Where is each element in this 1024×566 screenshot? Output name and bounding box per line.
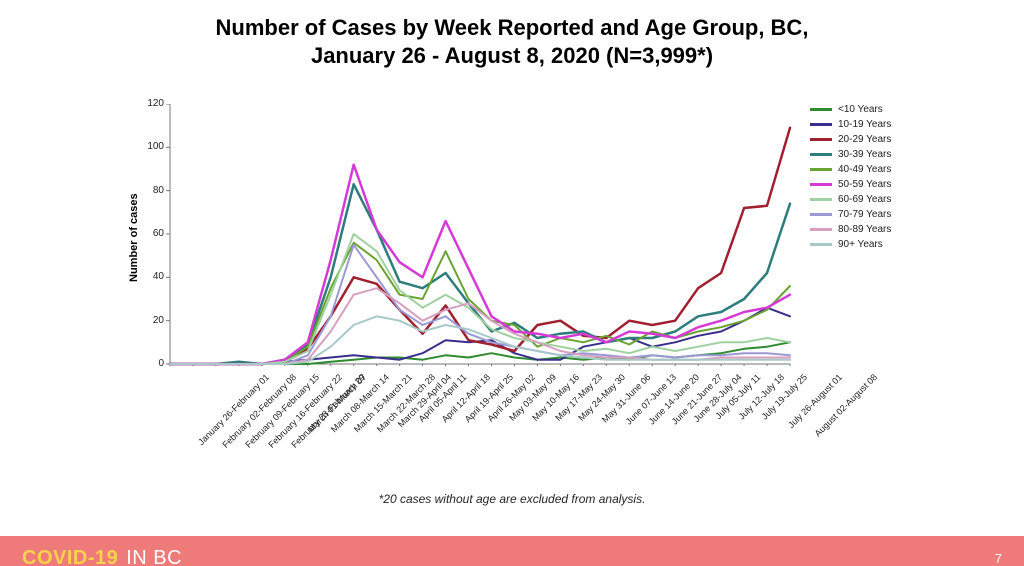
legend-swatch (810, 183, 832, 186)
legend-item: 40-49 Years (810, 164, 891, 175)
legend-swatch (810, 138, 832, 141)
legend-swatch (810, 243, 832, 246)
legend-label: 10-19 Years (838, 119, 891, 130)
legend-swatch (810, 108, 832, 111)
legend-swatch (810, 168, 832, 171)
legend-item: 70-79 Years (810, 209, 891, 220)
legend-label: 20-29 Years (838, 134, 891, 145)
y-tick-label: 0 (136, 358, 164, 369)
legend-swatch (810, 213, 832, 216)
legend-item: 80-89 Years (810, 224, 891, 235)
legend-item: 10-19 Years (810, 119, 891, 130)
y-tick-label: 20 (136, 315, 164, 326)
chart-area: <10 Years 10-19 Years 20-29 Years 30-39 Yea… (110, 104, 910, 484)
legend-label: 40-49 Years (838, 164, 891, 175)
legend-item: 60-69 Years (810, 194, 891, 205)
chart-title-line-1: Number of Cases by Week Reported and Age… (0, 14, 1024, 42)
legend-item: 90+ Years (810, 239, 891, 250)
legend-item: <10 Years (810, 104, 891, 115)
y-tick-label: 60 (136, 228, 164, 239)
footer-brand-covid19: COVID-19 (22, 547, 118, 566)
line-chart-svg (110, 104, 792, 366)
legend-item: 30-39 Years (810, 149, 891, 160)
footnote: *20 cases without age are excluded from … (0, 492, 1024, 506)
chart-title-line-2: January 26 - August 8, 2020 (N=3,999*) (0, 42, 1024, 70)
legend-label: 90+ Years (838, 239, 883, 250)
legend-label: 70-79 Years (838, 209, 891, 220)
legend-swatch (810, 228, 832, 231)
legend-swatch (810, 123, 832, 126)
legend-swatch (810, 198, 832, 201)
legend-label: 50-59 Years (838, 179, 891, 190)
y-tick-label: 80 (136, 185, 164, 196)
legend-label: <10 Years (838, 104, 883, 115)
legend: <10 Years 10-19 Years 20-29 Years 30-39 Yea… (810, 104, 891, 254)
footer-brand-inbc: IN BC (126, 547, 182, 566)
y-tick-label: 100 (136, 141, 164, 152)
legend-label: 60-69 Years (838, 194, 891, 205)
legend-label: 30-39 Years (838, 149, 891, 160)
legend-item: 20-29 Years (810, 134, 891, 145)
y-tick-label: 120 (136, 98, 164, 109)
x-tick-label: August 02-August 08 (813, 372, 880, 439)
legend-label: 80-89 Years (838, 224, 891, 235)
y-tick-label: 40 (136, 271, 164, 282)
footer-page-number: 7 (995, 551, 1002, 566)
chart-title: Number of Cases by Week Reported and Age… (0, 14, 1024, 69)
legend-item: 50-59 Years (810, 179, 891, 190)
legend-swatch (810, 153, 832, 156)
footer-bar: COVID-19 IN BC 7 (0, 536, 1024, 566)
